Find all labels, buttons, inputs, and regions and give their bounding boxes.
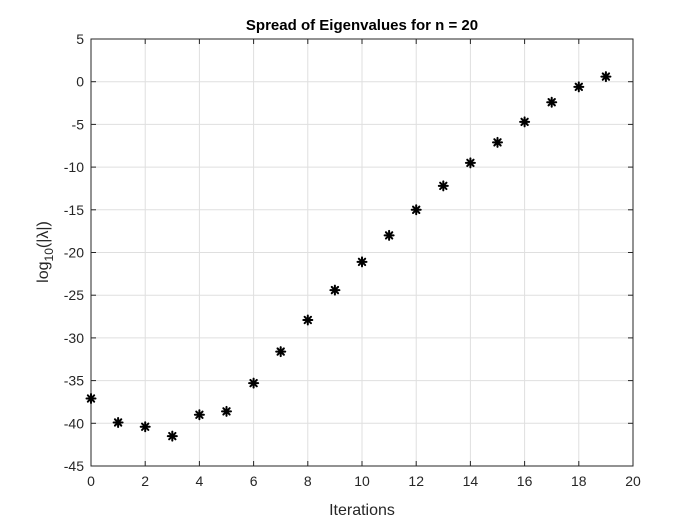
data-point <box>546 96 558 108</box>
y-axis: 5 0 -5 -10 -15 -20 -25 -30 -35 -40 -45 <box>64 31 633 474</box>
x-tick-label: 20 <box>625 473 641 489</box>
y-tick-label: -5 <box>72 116 85 132</box>
x-tick-label: 8 <box>304 473 312 489</box>
x-tick-label: 16 <box>517 473 533 489</box>
y-tick-label: -15 <box>64 202 84 218</box>
x-axis-label: Iterations <box>329 502 395 519</box>
data-point <box>519 116 531 128</box>
y-tick-label: -30 <box>64 330 84 346</box>
y-axis-label-base: log <box>35 261 52 282</box>
y-tick-label: -20 <box>64 245 84 261</box>
data-point <box>492 136 503 148</box>
data-point <box>166 430 178 442</box>
data-point <box>112 416 124 428</box>
x-tick-label: 12 <box>408 473 424 489</box>
x-tick-label: 4 <box>196 473 204 489</box>
x-tick-label: 18 <box>571 473 587 489</box>
data-point <box>193 409 205 421</box>
data-point <box>464 157 476 169</box>
y-tick-label: 0 <box>76 74 84 90</box>
data-point <box>437 180 449 192</box>
y-tick-label: -40 <box>64 415 84 431</box>
x-tick-label: 0 <box>87 473 95 489</box>
x-axis: 0 2 4 6 8 10 12 14 16 18 20 <box>87 39 641 489</box>
data-point <box>356 256 368 268</box>
data-point <box>302 314 314 326</box>
data-point <box>329 284 341 296</box>
data-point <box>221 405 232 417</box>
y-tick-label: -45 <box>64 458 84 474</box>
y-tick-label: -35 <box>64 373 84 389</box>
data-point <box>248 377 260 389</box>
chart-title: Spread of Eigenvalues for n = 20 <box>246 17 478 34</box>
y-axis-label-subscript: 10 <box>42 248 56 262</box>
data-point <box>573 81 585 93</box>
y-tick-label: 5 <box>76 31 84 47</box>
x-tick-label: 14 <box>463 473 479 489</box>
data-point <box>85 393 97 405</box>
x-tick-label: 10 <box>354 473 370 489</box>
y-tick-label: -10 <box>64 159 84 175</box>
data-point <box>383 229 395 241</box>
y-axis-label: log10(|λ|) <box>35 221 56 283</box>
data-point <box>275 346 287 358</box>
data-points <box>85 71 612 442</box>
data-point <box>139 421 151 433</box>
x-tick-label: 2 <box>141 473 149 489</box>
data-point <box>410 204 422 216</box>
data-point <box>600 71 612 83</box>
y-tick-label: -25 <box>64 287 84 303</box>
y-axis-label-rest: (|λ|) <box>35 221 52 248</box>
x-tick-label: 6 <box>250 473 258 489</box>
